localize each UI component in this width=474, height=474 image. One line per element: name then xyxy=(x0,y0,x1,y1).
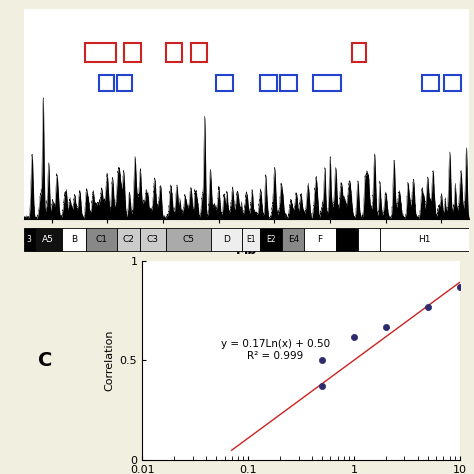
Bar xyxy=(260,74,277,91)
Bar xyxy=(35,228,62,251)
Bar xyxy=(24,228,35,251)
Bar xyxy=(380,228,469,251)
Text: E4: E4 xyxy=(288,235,299,244)
Bar xyxy=(282,228,304,251)
Bar xyxy=(124,43,141,62)
Bar xyxy=(422,74,438,91)
Text: y = 0.17Ln(x) + 0.50
R² = 0.999: y = 0.17Ln(x) + 0.50 R² = 0.999 xyxy=(221,339,330,361)
Bar xyxy=(336,228,358,251)
Bar xyxy=(166,228,211,251)
Bar xyxy=(62,228,86,251)
Bar xyxy=(99,74,114,91)
Bar xyxy=(86,228,117,251)
Text: H1: H1 xyxy=(419,235,431,244)
Bar xyxy=(117,228,139,251)
Point xyxy=(456,283,464,291)
Text: C3: C3 xyxy=(147,235,159,244)
Text: C5: C5 xyxy=(182,235,194,244)
Bar xyxy=(166,43,182,62)
Bar xyxy=(352,43,366,62)
Y-axis label: Correlation: Correlation xyxy=(104,329,114,391)
Bar xyxy=(358,228,380,251)
Bar xyxy=(211,228,242,251)
Text: D: D xyxy=(223,235,230,244)
Bar xyxy=(85,43,116,62)
Bar xyxy=(304,228,336,251)
Bar xyxy=(280,74,297,91)
Text: C1: C1 xyxy=(96,235,108,244)
Text: E2: E2 xyxy=(266,235,276,244)
Point xyxy=(424,303,432,311)
Text: F: F xyxy=(318,235,323,244)
Bar xyxy=(191,43,208,62)
Text: B: B xyxy=(71,235,77,244)
Point xyxy=(350,333,358,341)
Bar xyxy=(139,228,166,251)
Point xyxy=(318,356,326,364)
Bar xyxy=(260,228,282,251)
Point xyxy=(382,323,390,330)
Bar xyxy=(117,74,132,91)
Text: 3: 3 xyxy=(27,235,32,244)
Text: C: C xyxy=(38,351,52,370)
Text: E1: E1 xyxy=(246,235,255,244)
Point xyxy=(318,383,326,390)
X-axis label: Mb: Mb xyxy=(236,244,257,257)
Text: A5: A5 xyxy=(42,235,54,244)
Bar xyxy=(242,228,260,251)
Text: C2: C2 xyxy=(122,235,134,244)
Bar xyxy=(216,74,233,91)
Bar xyxy=(444,74,461,91)
Bar xyxy=(313,74,341,91)
